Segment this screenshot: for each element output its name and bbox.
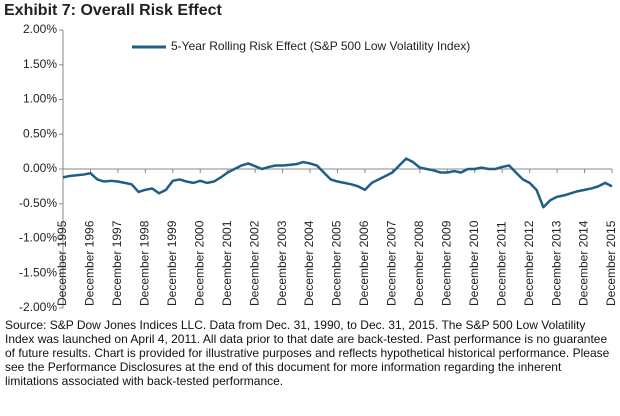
x-tick-label: December 2003	[275, 220, 289, 306]
x-tick-label: December 2009	[439, 220, 453, 306]
legend-label: 5-Year Rolling Risk Effect (S&P 500 Low …	[171, 39, 470, 53]
x-tick-label: December 2012	[522, 220, 536, 306]
x-tick-label: December 2000	[192, 220, 206, 306]
chart: Exhibit 7: Overall Risk Effect -2.00% -1.…	[4, 2, 618, 314]
y-tick-label: 0.50%	[23, 126, 57, 140]
y-tick-label: 2.00%	[23, 22, 57, 36]
x-tick-label: December 2007	[385, 220, 399, 306]
y-tick-label: -1.50%	[19, 265, 57, 279]
x-tick-label: December 2008	[412, 220, 426, 306]
x-tick-label: December 2010	[467, 220, 481, 306]
x-tick-label: December 1997	[110, 220, 124, 306]
series-line	[62, 157, 613, 209]
y-tick-label: 0.00%	[23, 161, 57, 175]
x-tick-label: December 1996	[83, 220, 97, 306]
y-tick-label: -1.00%	[19, 231, 57, 245]
x-tick-label: December 2015	[604, 220, 618, 306]
x-tick-label: December 1999	[165, 220, 179, 306]
y-tick-label: -0.50%	[19, 196, 57, 210]
x-tick-label: December 2013	[549, 220, 563, 306]
x-tick-label: December 2002	[247, 220, 261, 306]
x-tick-label: December 2006	[357, 220, 371, 306]
chart-title: Exhibit 7: Overall Risk Effect	[4, 2, 223, 19]
y-tick-label: 1.50%	[23, 57, 57, 71]
x-tick-label: December 2014	[577, 220, 591, 306]
source-note: Source: S&P Dow Jones Indices LLC. Data …	[5, 318, 610, 388]
x-tick-label: December 1998	[138, 220, 152, 306]
y-tick-label: -2.00%	[19, 300, 57, 314]
x-tick-label: December 2011	[494, 221, 508, 306]
x-tick-label: December 1995	[55, 220, 69, 306]
x-tick-label: December 2005	[330, 220, 344, 306]
y-tick-label: 1.00%	[23, 92, 57, 106]
x-tick-label: December 2001	[220, 220, 234, 306]
x-tick-label: December 2004	[302, 220, 316, 306]
